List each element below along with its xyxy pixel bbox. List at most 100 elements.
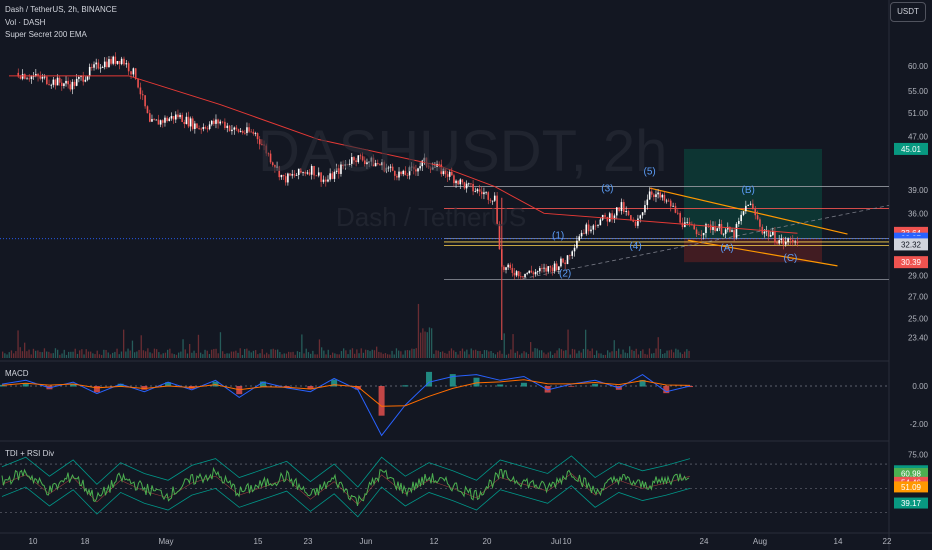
macd-histogram-bar (426, 371, 433, 387)
candle (440, 164, 443, 175)
candle (438, 163, 440, 165)
candle (627, 211, 630, 216)
candle (144, 95, 146, 107)
candle (448, 171, 451, 177)
volume-bar (442, 351, 444, 358)
macd-histogram-bar (449, 374, 456, 387)
volume-bar (571, 348, 574, 358)
macd-tick-label: -2.00 (910, 420, 929, 429)
volume-bar (470, 348, 472, 358)
ema-indicator-label[interactable]: Super Secret 200 EMA (5, 30, 87, 39)
volume-bar (244, 349, 246, 358)
volume-bar (171, 353, 173, 358)
price-tick-label: 47.00 (908, 132, 929, 141)
candle (370, 157, 373, 162)
candle (78, 76, 80, 79)
volume-bar (85, 349, 87, 358)
volume-bar (248, 350, 250, 358)
macd-histogram-bar (687, 386, 693, 388)
candle (528, 270, 531, 274)
candle (530, 270, 533, 273)
candle (379, 164, 381, 166)
volume-bar (501, 353, 503, 358)
volume-bar (461, 348, 464, 358)
candle (310, 166, 313, 175)
candle (181, 114, 183, 122)
candle (564, 262, 566, 265)
macd-histogram-bar (378, 386, 385, 416)
volume-bar (206, 350, 208, 358)
candle (493, 195, 496, 201)
volume-bar (147, 348, 149, 358)
candle (261, 144, 263, 146)
candle (267, 153, 270, 155)
volume-bar (393, 354, 395, 358)
candle (522, 276, 524, 278)
volume-bar (576, 353, 578, 358)
volume-bar (222, 351, 224, 358)
volume-bar (26, 351, 28, 358)
candle (346, 164, 349, 165)
volume-indicator-label[interactable]: Vol · DASH (5, 18, 46, 27)
candle (86, 76, 89, 80)
volume-bar (589, 351, 591, 358)
candle (402, 170, 405, 175)
candle (625, 211, 627, 212)
price-label: 32.32 (901, 240, 922, 249)
volume-bar (543, 352, 545, 358)
candle (293, 174, 296, 176)
currency-button[interactable]: USDT (890, 2, 926, 22)
candle (226, 125, 229, 128)
volume-bar (219, 332, 222, 358)
volume-bar (239, 348, 241, 358)
candle (58, 77, 61, 83)
candle (526, 273, 528, 274)
volume-bar (481, 354, 483, 358)
volume-bar (101, 354, 103, 358)
volume-bar (303, 353, 305, 358)
volume-bar (483, 350, 486, 358)
volume-bar (134, 352, 136, 358)
candle (46, 76, 48, 85)
candle (472, 184, 474, 192)
chart-title: Dash / TetherUS, 2h, BINANCE (5, 5, 117, 14)
volume-bar (400, 351, 402, 358)
volume-bar (233, 351, 235, 358)
candle (153, 119, 155, 120)
candle (99, 67, 102, 69)
candle (206, 128, 209, 130)
macd-pane-label[interactable]: MACD (5, 369, 29, 378)
candle (551, 267, 554, 272)
tdi-pane-label[interactable]: TDI + RSI Div (5, 449, 55, 458)
wave-label: (5) (644, 166, 656, 177)
candle (348, 163, 351, 165)
candle (446, 174, 449, 177)
volume-bar (413, 348, 415, 358)
macd-histogram-bar (520, 382, 527, 387)
candle (67, 80, 69, 85)
tdi-tick-label: 75.00 (908, 451, 929, 460)
volume-bar (664, 353, 666, 358)
candle (585, 224, 588, 234)
volume-bar (296, 351, 299, 358)
volume-bar (314, 354, 316, 358)
volume-bar (153, 348, 156, 358)
volume-bar (345, 350, 347, 358)
candle (84, 79, 87, 82)
candle (681, 222, 684, 228)
price-label: 45.01 (901, 145, 922, 154)
volume-bar (316, 354, 318, 358)
candle (372, 157, 375, 167)
volume-bar (536, 348, 538, 358)
macd-histogram-bar (212, 381, 219, 387)
candle (637, 218, 639, 226)
price-label-box (894, 256, 928, 269)
volume-bar (37, 350, 39, 358)
candle (357, 155, 360, 163)
tdi-upper-band (1, 455, 691, 488)
candle (611, 213, 613, 220)
candle (114, 56, 117, 64)
candle (553, 263, 556, 272)
candle (661, 194, 664, 198)
